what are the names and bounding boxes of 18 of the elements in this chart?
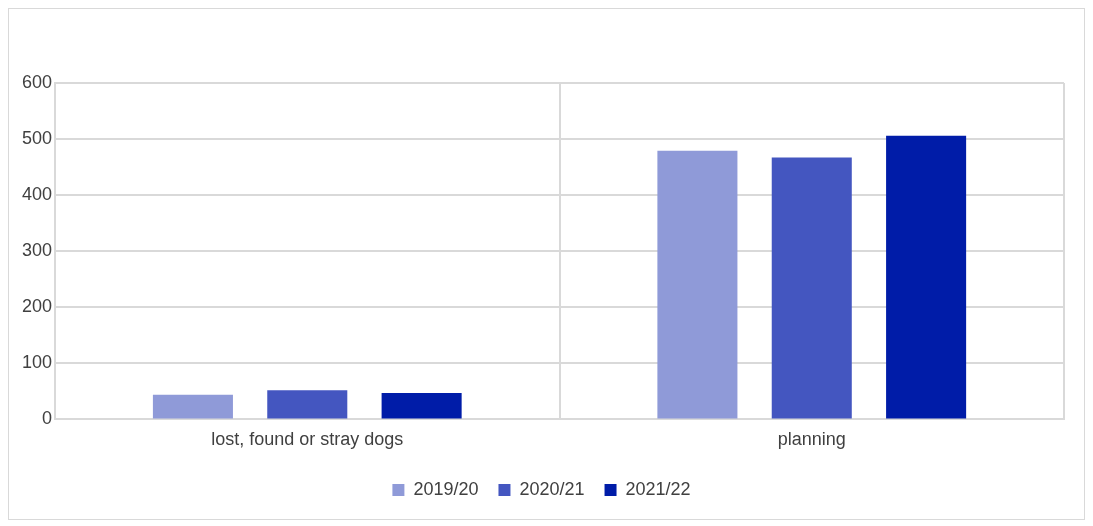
- y-tick-label: 100: [21, 352, 53, 373]
- bar: [657, 150, 738, 419]
- bar: [886, 135, 967, 419]
- y-tick-label: 500: [21, 128, 53, 149]
- bar: [771, 157, 852, 419]
- y-tick-label: 600: [21, 71, 53, 92]
- bar: [152, 394, 233, 419]
- legend-label: 2021/22: [625, 478, 691, 499]
- x-tick-label: lost, found or stray dogs: [211, 429, 404, 450]
- bar: [267, 390, 348, 419]
- bar: [381, 393, 462, 419]
- legend-label: 2020/21: [519, 478, 585, 499]
- y-tick-label: 400: [21, 184, 53, 205]
- y-tick-label: 300: [21, 240, 53, 261]
- y-tick-label: 0: [42, 408, 53, 429]
- y-tick-label: 200: [21, 296, 53, 317]
- legend-label: 2019/20: [413, 478, 479, 499]
- x-tick-label: planning: [777, 429, 846, 450]
